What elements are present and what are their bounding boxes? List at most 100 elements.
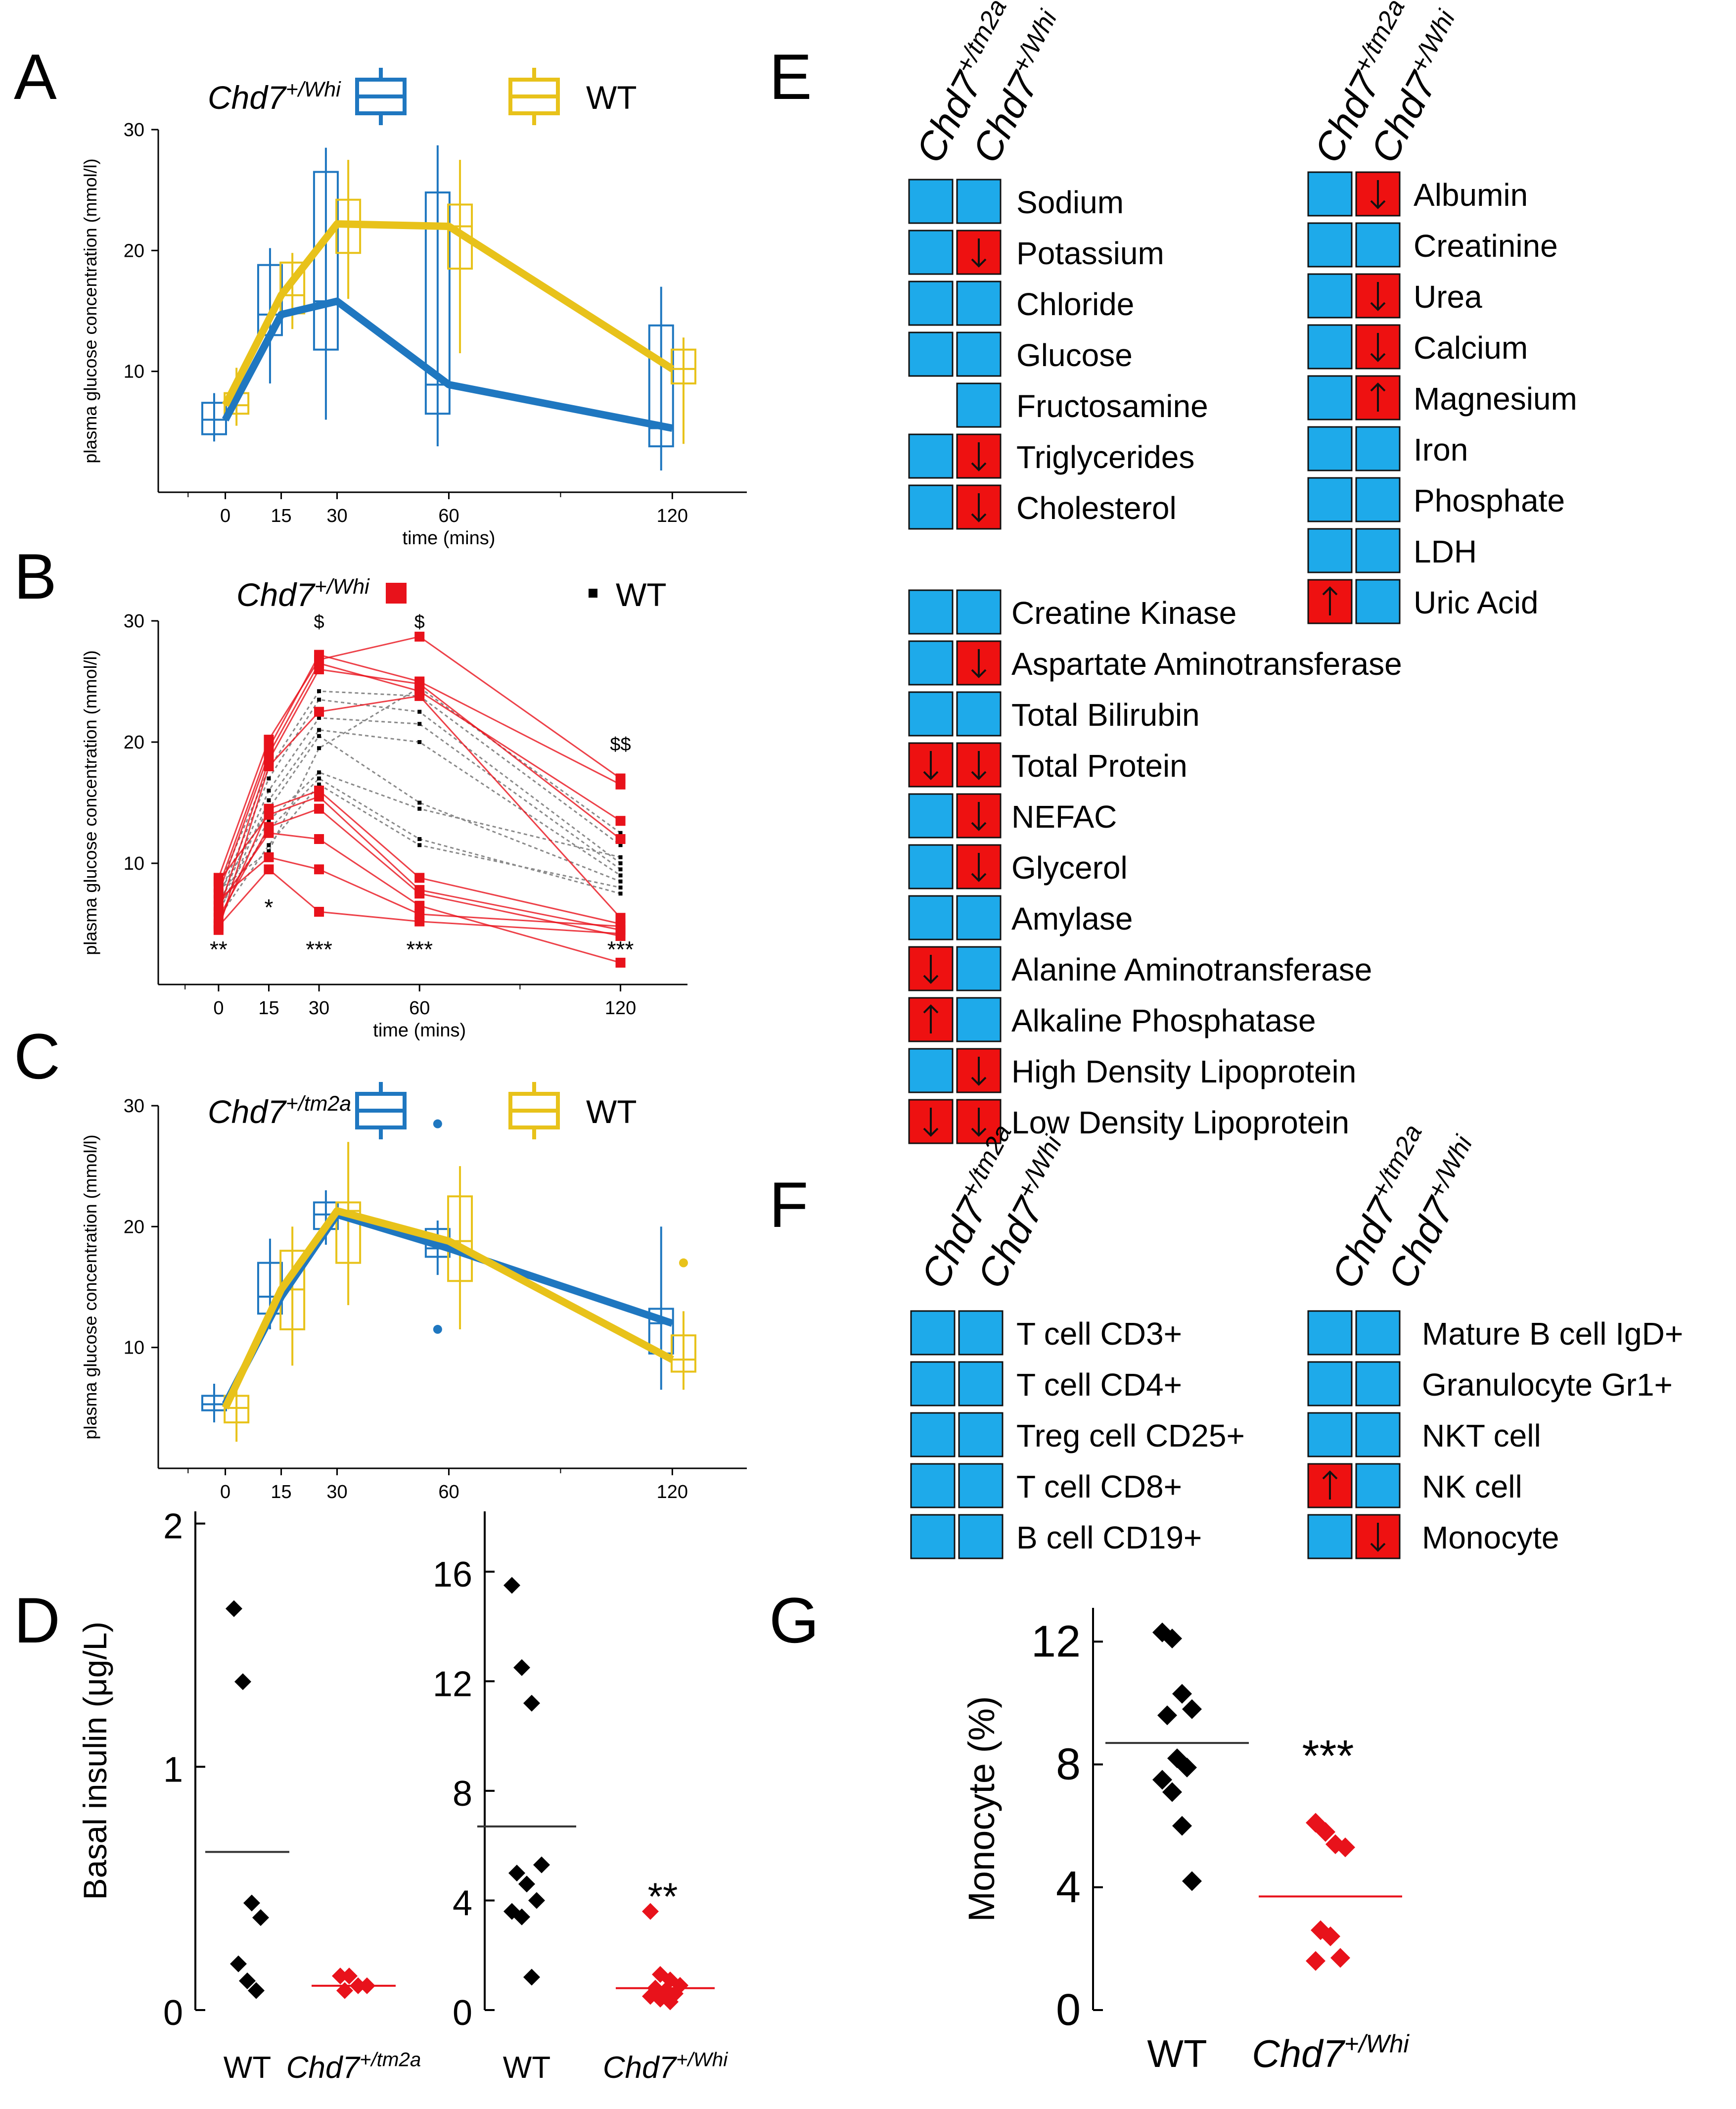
- panel-D1-y-tick-label: 0: [163, 1993, 183, 2033]
- scatter-point: [523, 1968, 540, 1986]
- table-f-right-row-label: Monocyte: [1422, 1520, 1559, 1555]
- panel-G-y-tick-label: 8: [1056, 1740, 1081, 1789]
- wt-point: [317, 746, 321, 750]
- table-e-bottom-row-label: Total Protein: [1011, 748, 1188, 784]
- panel-D2-y-tick-label: 12: [433, 1664, 472, 1704]
- significance-dollar: $: [414, 612, 425, 633]
- table-e-left-row-label: Triglycerides: [1016, 439, 1194, 475]
- cell-unchanged: [910, 1361, 956, 1406]
- significance-marker: ***: [406, 937, 433, 962]
- arrow-down-icon: [923, 955, 939, 984]
- table-f-right-row-label: NK cell: [1422, 1469, 1522, 1504]
- panel-letter-e: E: [769, 41, 812, 113]
- scatter-point: [336, 1982, 353, 1999]
- cell-unchanged: [908, 895, 954, 940]
- panel-A-legend-wt-swatch: [508, 68, 560, 125]
- mutant-point: [213, 894, 224, 905]
- mutant-point: [414, 916, 425, 927]
- scatter-point: [1306, 1951, 1325, 1971]
- cell-unchanged: [1355, 477, 1401, 522]
- cell-unchanged: [1307, 1412, 1353, 1457]
- panel-B-y-tick-label: 30: [124, 611, 144, 632]
- panel-G-category-1-italic: Chd7: [1252, 2032, 1345, 2075]
- scatter-point: [662, 1993, 679, 2011]
- table-e-bottom-row-label: NEFAC: [1011, 799, 1117, 835]
- arrow-head: [1322, 1470, 1338, 1480]
- table-e-right-row-label: Creatinine: [1414, 228, 1558, 264]
- wt-point: [417, 843, 422, 847]
- panel-A-y-tick-label: 10: [124, 362, 144, 382]
- arrow-head: [971, 462, 987, 471]
- wt-point: [267, 819, 271, 823]
- arrow-down-icon: [1370, 282, 1386, 311]
- panel-D1-category-1-italic: Chd7: [286, 2051, 361, 2085]
- cell-unchanged: [908, 331, 954, 377]
- cell-unchanged: [908, 589, 954, 635]
- mutant-point: [615, 779, 626, 790]
- panel-C-legend-mutant-label: Chd7+/tm2a: [208, 1092, 351, 1130]
- panel-A-legend-wt-label: WT: [586, 79, 637, 116]
- cell-unchanged: [958, 1412, 1004, 1457]
- scatter-point: [1182, 1871, 1202, 1891]
- mutant-point: [615, 929, 626, 939]
- panel-B-x-tick-label: 120: [605, 998, 636, 1019]
- box-body: [424, 191, 451, 415]
- scatter-point: [642, 1903, 659, 1920]
- panel-C-legend-wt-label: WT: [586, 1093, 637, 1130]
- column-header-tm2a-sup: +/tm2a: [950, 0, 1012, 78]
- mutant-point: [264, 852, 274, 862]
- mutant-point: [615, 816, 626, 826]
- cell-unchanged: [908, 640, 954, 686]
- table-e-left-row-label: Cholesterol: [1016, 490, 1177, 526]
- table-e-right-row-label: Albumin: [1414, 177, 1528, 213]
- scatter-point: [1162, 1629, 1182, 1649]
- panel-B-legend-wt-swatch: [589, 589, 597, 598]
- table-e-right-row-label: Uric Acid: [1414, 585, 1539, 620]
- panel-letter-a: A: [14, 41, 57, 113]
- panel-B-y-tick-label: 20: [124, 732, 144, 753]
- wt-point: [317, 734, 321, 738]
- cell-unchanged: [956, 895, 1002, 940]
- wt-point: [317, 716, 321, 720]
- scatter-point: [528, 1892, 545, 1909]
- mutant-line: [218, 636, 621, 878]
- panel-B-y-tick-label: 10: [124, 853, 144, 874]
- arrow-head: [1370, 382, 1386, 392]
- wt-point: [618, 861, 623, 865]
- box-outlier: [433, 1325, 442, 1334]
- wt-point: [618, 855, 623, 859]
- cell-unchanged: [956, 281, 1002, 326]
- panel-A-x-tick-label: 60: [438, 506, 459, 526]
- mutant-point: [314, 834, 324, 844]
- panel-D2-category-1-italic: Chd7: [603, 2051, 678, 2085]
- cell-unchanged: [1355, 1310, 1401, 1356]
- scatter-point: [239, 1972, 256, 1989]
- cell-unchanged: [1307, 1514, 1353, 1559]
- scatter-point: [1335, 1837, 1355, 1858]
- scatter-point: [503, 1577, 520, 1594]
- panel-G-ylabel: Monocyte (%): [961, 1696, 1002, 1922]
- panel-D1-category-0: WT: [224, 2051, 271, 2085]
- panel-A-legend-mutant-label-sup: +/Whi: [286, 78, 341, 101]
- panel-letter-f: F: [769, 1169, 808, 1241]
- column-header-whi-sup: +/Whi: [1006, 5, 1063, 78]
- arrow-down-icon: [971, 1057, 987, 1086]
- cell-unchanged: [958, 1514, 1004, 1559]
- panel-B-legend-mutant-label-italic: Chd7: [236, 576, 316, 613]
- panel-D2-category-1-sup: +/Whi: [676, 2048, 728, 2070]
- column-header-whi-sup: +/Whi: [1421, 1130, 1478, 1203]
- table-e-right-row-label: Iron: [1414, 432, 1468, 468]
- wt-point: [267, 798, 271, 802]
- panel-C-y-tick-label: 10: [124, 1338, 144, 1359]
- panel-A-x-tick-label: 30: [326, 506, 347, 526]
- table-e-right-row-label: Magnesium: [1414, 381, 1577, 417]
- scatter-point: [1330, 1948, 1350, 1968]
- panel-G-category-0: WT: [1147, 2032, 1207, 2075]
- panel-D1-category-1: Chd7+/tm2a: [286, 2048, 421, 2085]
- arrow-head: [971, 669, 987, 678]
- cell-unchanged: [908, 691, 954, 737]
- wt-point: [317, 728, 321, 732]
- panel-B-x-tick-label: 15: [258, 998, 279, 1019]
- panel-D2-category-1: Chd7+/Whi: [603, 2048, 728, 2085]
